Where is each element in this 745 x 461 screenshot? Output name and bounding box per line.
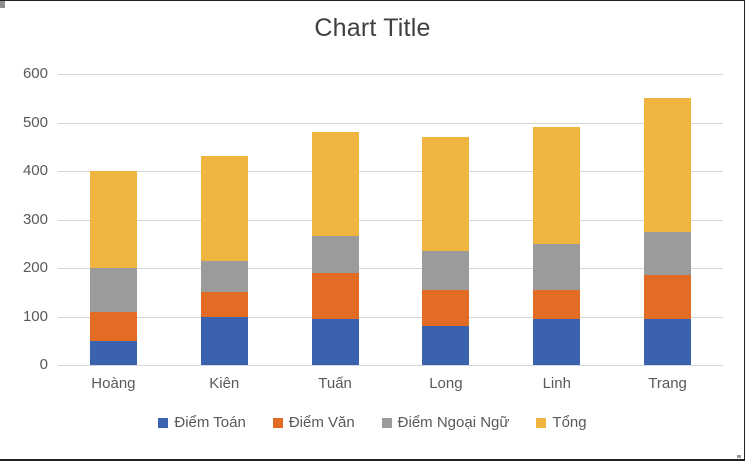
gridline: [58, 219, 723, 221]
gridline: [58, 171, 723, 172]
category-label[interactable]: Tuấn: [318, 375, 352, 392]
bar-segment-series-0-cat-4[interactable]: [533, 318, 581, 365]
plot-area: [58, 74, 723, 366]
y-axis-tick-label[interactable]: 600: [22, 65, 48, 82]
legend-swatch-icon: [272, 417, 283, 428]
gridline: [58, 365, 723, 366]
bar-segment-series-1-cat-1[interactable]: [200, 292, 248, 317]
bar-segment-series-0-cat-0[interactable]: [89, 340, 137, 365]
bar-segment-series-2-cat-1[interactable]: [200, 260, 248, 293]
screen-edge-artifact-bottom-right: [737, 455, 741, 458]
bar-segment-series-1-cat-5[interactable]: [644, 275, 692, 319]
legend-swatch-icon: [158, 417, 169, 428]
legend-item-1[interactable]: Điểm Văn: [272, 414, 355, 431]
category-label[interactable]: Trang: [648, 375, 687, 392]
bar-segment-series-0-cat-5[interactable]: [644, 318, 692, 365]
bar-segment-series-2-cat-4[interactable]: [533, 243, 581, 290]
bar-segment-series-2-cat-2[interactable]: [311, 236, 359, 273]
bar-segment-series-0-cat-3[interactable]: [422, 326, 470, 365]
gridline: [58, 122, 723, 124]
bar-segment-series-1-cat-4[interactable]: [533, 289, 581, 319]
legend: Điểm Toán Điểm Văn Điểm Ngoại Ngữ Tổng: [0, 414, 745, 431]
bar-segment-series-3-cat-1[interactable]: [200, 156, 248, 261]
y-axis-tick-label[interactable]: 400: [22, 162, 48, 179]
bar-segment-series-1-cat-2[interactable]: [311, 272, 359, 319]
legend-label: Điểm Toán: [174, 414, 246, 431]
y-axis-tick-label[interactable]: 300: [22, 210, 48, 228]
legend-item-0[interactable]: Điểm Toán: [158, 414, 246, 431]
category-label[interactable]: Long: [429, 375, 463, 392]
bar-segment-series-2-cat-0[interactable]: [89, 268, 137, 312]
bar-segment-series-1-cat-3[interactable]: [422, 289, 470, 327]
legend-label: Tổng: [552, 414, 587, 431]
y-axis-tick-label[interactable]: 200: [22, 259, 48, 276]
bar-segment-series-3-cat-5[interactable]: [644, 98, 692, 232]
category-label[interactable]: Linh: [542, 375, 571, 392]
legend-item-3[interactable]: Tổng: [536, 414, 587, 431]
bar-segment-series-3-cat-4[interactable]: [533, 127, 581, 244]
bar-segment-series-1-cat-0[interactable]: [89, 311, 137, 341]
y-axis-tick-label[interactable]: 0: [39, 356, 48, 373]
legend-item-2[interactable]: Điểm Ngoại Ngữ: [381, 414, 510, 431]
legend-label: Điểm Ngoại Ngữ: [397, 414, 510, 431]
bar-segment-series-2-cat-3[interactable]: [422, 251, 470, 290]
legend-swatch-icon: [381, 417, 392, 428]
legend-swatch-icon: [536, 417, 547, 428]
bar-segment-series-2-cat-5[interactable]: [644, 231, 692, 276]
bar-segment-series-3-cat-2[interactable]: [311, 132, 359, 237]
bar-segment-series-3-cat-3[interactable]: [422, 137, 470, 252]
category-label[interactable]: Hoàng: [91, 375, 136, 392]
y-axis-tick-label[interactable]: 100: [22, 307, 48, 325]
bar-segment-series-0-cat-1[interactable]: [200, 316, 248, 365]
bar-segment-series-0-cat-2[interactable]: [311, 318, 359, 365]
legend-label: Điểm Văn: [288, 414, 355, 431]
category-label[interactable]: Kiên: [209, 375, 240, 392]
gridline: [58, 268, 723, 269]
bar-segment-series-3-cat-0[interactable]: [89, 171, 137, 268]
gridline: [58, 74, 723, 75]
screen-edge-artifact-top-left: [0, 1, 5, 8]
gridline: [58, 316, 723, 318]
y-axis-tick-label[interactable]: 500: [22, 113, 48, 131]
chart-title[interactable]: Chart Title: [314, 14, 431, 42]
